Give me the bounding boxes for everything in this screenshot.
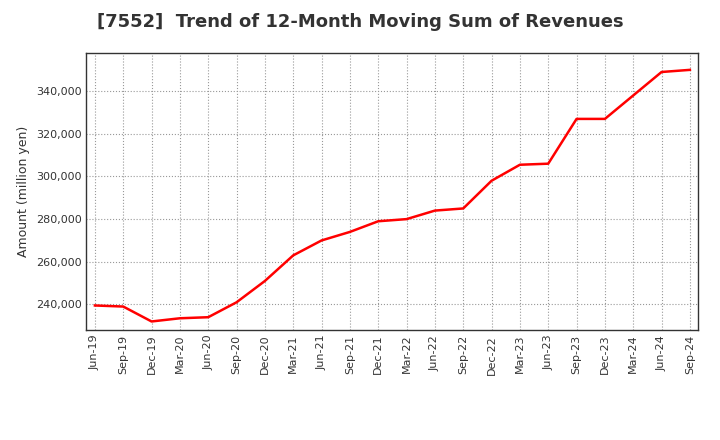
Text: [7552]  Trend of 12-Month Moving Sum of Revenues: [7552] Trend of 12-Month Moving Sum of R…: [96, 13, 624, 31]
Y-axis label: Amount (million yen): Amount (million yen): [17, 126, 30, 257]
